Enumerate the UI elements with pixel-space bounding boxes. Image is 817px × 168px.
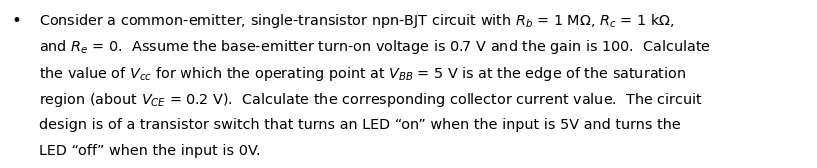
Text: design is of a transistor switch that turns an LED “on” when the input is 5V and: design is of a transistor switch that tu… [39,118,681,132]
Text: Consider a common-emitter, single-transistor npn-BJT circuit with $R_b$ = 1 MΩ, : Consider a common-emitter, single-transi… [39,12,675,30]
Text: LED “off” when the input is 0V.: LED “off” when the input is 0V. [39,144,261,158]
Text: region (about $V_{CE}$ = 0.2 V).  Calculate the corresponding collector current : region (about $V_{CE}$ = 0.2 V). Calcula… [39,91,703,109]
Text: and $R_e$ = 0.  Assume the base-emitter turn-on voltage is 0.7 V and the gain is: and $R_e$ = 0. Assume the base-emitter t… [39,38,712,56]
Text: the value of $V_{cc}$ for which the operating point at $V_{BB}$ = 5 V is at the : the value of $V_{cc}$ for which the oper… [39,65,686,83]
Text: •: • [11,12,21,30]
